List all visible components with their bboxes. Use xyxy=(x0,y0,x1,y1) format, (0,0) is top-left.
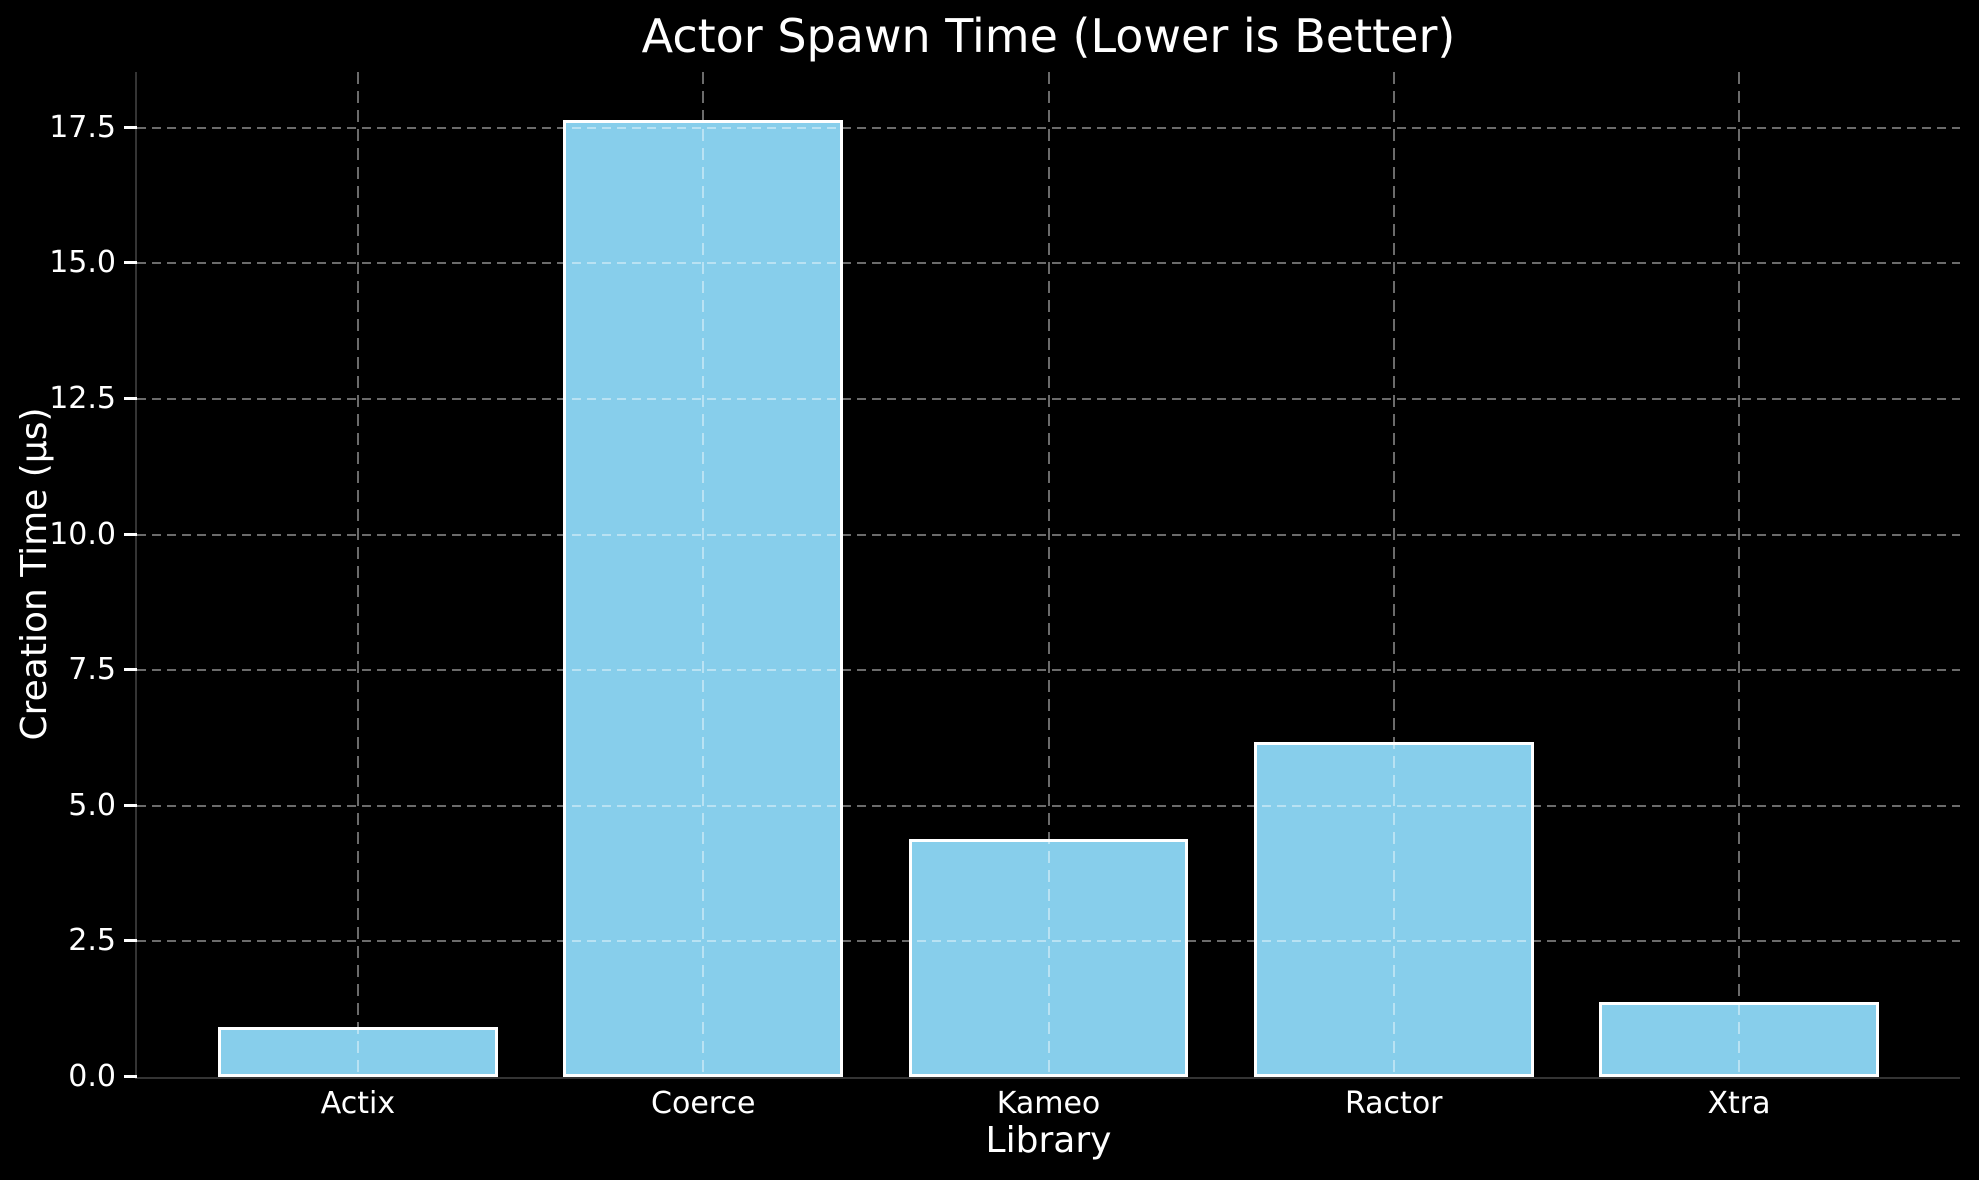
gridline-horizontal xyxy=(137,804,1960,807)
bar-actix xyxy=(218,1026,498,1077)
x-tick-label-kameo: Kameo xyxy=(996,1086,1101,1121)
y-tick-mark xyxy=(124,1075,137,1078)
y-axis-label: Creation Time (µs) xyxy=(14,407,55,741)
x-axis-spine xyxy=(135,1077,1960,1079)
y-tick-mark xyxy=(124,397,137,401)
gridline-horizontal xyxy=(137,262,1960,265)
gridline-vertical xyxy=(356,72,359,1077)
y-tick-label: 15.0 xyxy=(49,245,116,281)
y-tick-label: 5.0 xyxy=(68,787,116,823)
gridline-vertical xyxy=(1738,72,1741,1077)
y-tick-label: 17.5 xyxy=(49,109,116,145)
y-tick-mark xyxy=(124,803,137,807)
bar-coerce xyxy=(563,119,844,1077)
bar-ractor xyxy=(1253,742,1534,1077)
gridline-horizontal xyxy=(137,669,1960,672)
y-tick-label: 0.0 xyxy=(68,1059,116,1094)
gridline-horizontal xyxy=(137,398,1960,401)
y-tick-mark xyxy=(124,261,137,265)
y-tick-mark xyxy=(124,125,137,129)
y-tick-label: 10.0 xyxy=(49,516,116,552)
bar-xtra xyxy=(1599,1001,1879,1077)
x-tick-label-coerce: Coerce xyxy=(651,1086,756,1121)
x-tick-label-ractor: Ractor xyxy=(1344,1086,1443,1121)
x-tick-label-xtra: Xtra xyxy=(1707,1086,1771,1121)
chart-title: Actor Spawn Time (Lower is Better) xyxy=(641,9,1456,63)
gridline-horizontal xyxy=(137,533,1960,536)
gridline-horizontal xyxy=(137,126,1960,129)
y-tick-mark xyxy=(124,532,137,536)
y-axis-spine xyxy=(135,72,137,1077)
plot-area: 0.0 2.5 5.0 7.5 10.0 12.5 15.0 17.5 Actix Coerce K… xyxy=(49,72,1960,1119)
x-axis-label: Library xyxy=(985,1120,1112,1161)
y-tick-label: 2.5 xyxy=(68,923,116,959)
y-tick-mark xyxy=(124,668,137,672)
y-tick-label: 12.5 xyxy=(49,381,116,417)
x-tick-label-actix: Actix xyxy=(320,1086,396,1121)
y-tick-label: 7.5 xyxy=(68,652,116,688)
y-tick-mark xyxy=(124,939,137,943)
bar-kameo xyxy=(908,839,1189,1077)
